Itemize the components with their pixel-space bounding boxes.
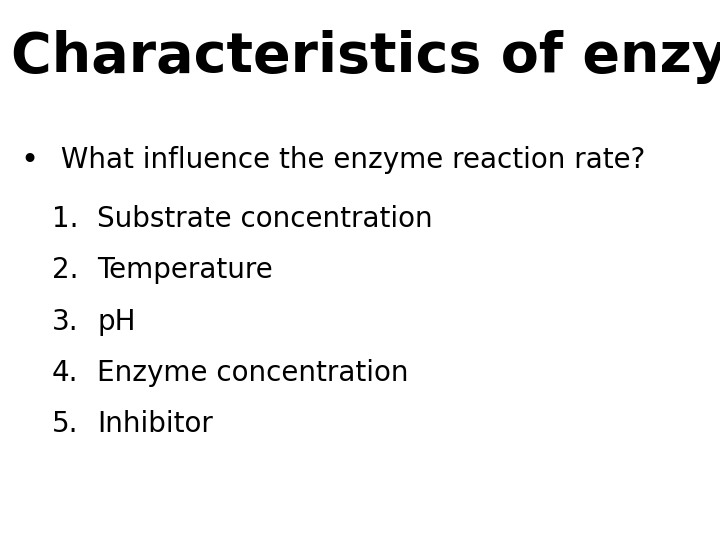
Text: 1.: 1. [52, 205, 78, 233]
Text: 5.: 5. [52, 410, 78, 438]
Text: Substrate concentration: Substrate concentration [97, 205, 433, 233]
Text: What influence the enzyme reaction rate?: What influence the enzyme reaction rate? [52, 146, 645, 174]
Text: Characteristics of enzyme reactions: Characteristics of enzyme reactions [11, 30, 720, 84]
Text: •: • [20, 146, 38, 175]
Text: Inhibitor: Inhibitor [97, 410, 213, 438]
Text: 2.: 2. [52, 256, 78, 285]
Text: Temperature: Temperature [97, 256, 273, 285]
Text: 4.: 4. [52, 359, 78, 387]
Text: Enzyme concentration: Enzyme concentration [97, 359, 409, 387]
Text: 3.: 3. [52, 308, 78, 336]
Text: pH: pH [97, 308, 135, 336]
